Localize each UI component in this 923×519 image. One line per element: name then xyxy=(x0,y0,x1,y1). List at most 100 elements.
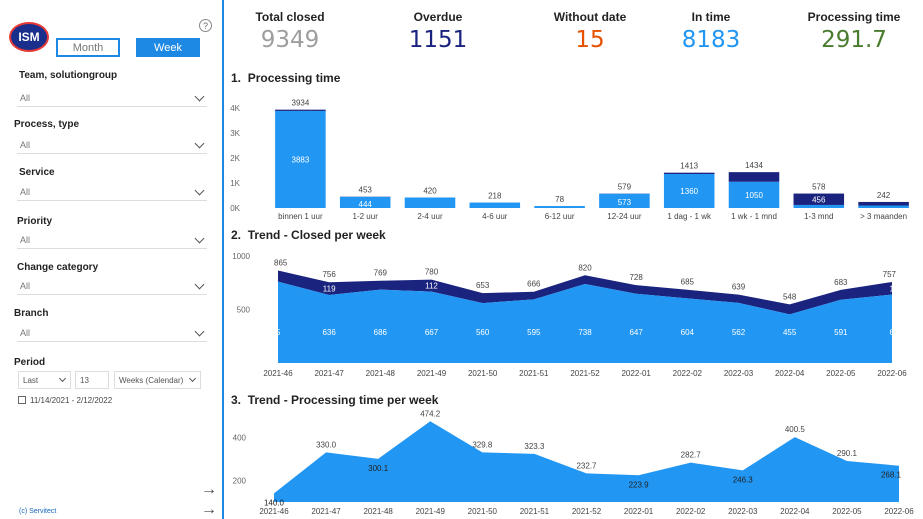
period-relative-select[interactable]: Last xyxy=(18,371,71,389)
area-value-label: 282.7 xyxy=(681,451,702,460)
kpi-value: 291.7 xyxy=(821,27,887,53)
service-dropdown[interactable]: All xyxy=(17,184,207,201)
kpi-label: Total closed xyxy=(255,10,325,24)
area-value-label: 323.3 xyxy=(524,442,545,451)
x-tick-label: > 3 maanden xyxy=(860,212,907,221)
bar-in-time xyxy=(469,202,521,208)
bar-in-time xyxy=(728,181,780,208)
kpi-value: 9349 xyxy=(260,27,320,53)
bar-in-time xyxy=(793,204,845,208)
x-tick-label: 2021-47 xyxy=(314,369,344,378)
period-count-value: 13 xyxy=(80,375,89,385)
bar-in-time xyxy=(599,193,650,208)
kpi-value: 8183 xyxy=(681,27,741,53)
area-inner-label: 562 xyxy=(732,328,746,337)
area-overdue-label: 1 xyxy=(890,284,895,293)
bar-in-time xyxy=(663,174,715,208)
x-tick-label: 2021-46 xyxy=(263,369,293,378)
y-tick-label: 1K xyxy=(230,179,240,188)
x-tick-label: 2021-48 xyxy=(366,369,396,378)
y-tick-label: 200 xyxy=(233,476,247,485)
change-category-dropdown-value: All xyxy=(20,281,31,291)
bar-in-time xyxy=(858,205,909,208)
bar-in-time xyxy=(534,206,585,208)
chevron-down-icon xyxy=(194,326,205,337)
period-count-input[interactable]: 13 xyxy=(75,371,109,389)
x-tick-label: 1 wk - 1 mnd xyxy=(731,212,777,221)
processing-time-bar-chart: 0K 1K 2K 3K 4K 3934 3883 binnen 1 uur 453 444 1-2 … xyxy=(230,99,909,221)
y-tick-label: 400 xyxy=(233,433,247,442)
area-value-label: 232.7 xyxy=(576,461,597,470)
x-tick-label: 1 dag - 1 wk xyxy=(667,212,712,221)
process-dropdown[interactable]: All xyxy=(17,137,207,154)
area-value-label: 140.0 xyxy=(264,498,285,507)
x-tick-label: 2022-03 xyxy=(728,507,758,516)
help-icon[interactable]: ? xyxy=(199,19,212,32)
area-value-label: 329.8 xyxy=(472,440,493,449)
kpi-label: Overdue xyxy=(413,10,463,24)
section-title-processing-trend-text: Trend - Processing time per week xyxy=(247,393,439,407)
x-tick-label: 4-6 uur xyxy=(482,212,508,221)
x-tick-label: 2022-06 xyxy=(884,507,914,516)
branch-dropdown-value: All xyxy=(20,328,31,338)
bar-inner-label: 1360 xyxy=(680,187,698,196)
bar-total-label: 1434 xyxy=(745,161,763,170)
area-total-label: 639 xyxy=(732,283,746,292)
sidebar-divider xyxy=(222,0,224,519)
area-inner-label: 636 xyxy=(322,328,336,337)
priority-dropdown[interactable]: All xyxy=(17,232,207,249)
kpi-total-closed: Total closed 9349 xyxy=(248,10,332,53)
area-processing-time xyxy=(274,421,899,502)
area-value-label: 300.1 xyxy=(368,464,389,473)
area-overdue xyxy=(278,270,892,315)
week-toggle-button[interactable]: Week xyxy=(136,38,200,57)
chevron-down-icon xyxy=(194,185,205,196)
area-total-label: 865 xyxy=(274,258,288,267)
period-unit-select[interactable]: Weeks (Calendar) xyxy=(114,371,201,389)
area-value-label: 400.5 xyxy=(785,425,806,434)
kpi-label: Without date xyxy=(553,10,627,24)
x-tick-label: 2022-02 xyxy=(676,507,706,516)
chevron-down-icon xyxy=(194,279,205,290)
change-category-dropdown[interactable]: All xyxy=(17,278,207,295)
area-inner-label: 686 xyxy=(374,328,388,337)
arrow-right-icon[interactable]: → xyxy=(201,501,217,518)
bar-total-label: 78 xyxy=(555,195,564,204)
x-tick-label: 2-4 uur xyxy=(417,212,443,221)
bar-overdue xyxy=(663,172,715,174)
team-dropdown[interactable]: All xyxy=(17,90,207,107)
bar-total-label: 242 xyxy=(877,191,891,200)
bar-overdue xyxy=(275,109,326,111)
bar-in-time xyxy=(339,196,391,208)
arrow-right-icon[interactable]: → xyxy=(201,481,217,498)
service-dropdown-value: All xyxy=(20,187,31,197)
bar-total-label: 218 xyxy=(488,192,502,201)
month-toggle-button[interactable]: Month xyxy=(56,38,120,57)
area-overdue-label: 119 xyxy=(323,285,336,294)
area-total-label: 683 xyxy=(834,278,848,287)
area-value-label: 223.9 xyxy=(629,480,650,489)
area-inner-label: 595 xyxy=(527,328,541,337)
area-inner-label: 560 xyxy=(476,328,490,337)
x-tick-label: 2022-05 xyxy=(826,369,856,378)
x-tick-label: 1-2 uur xyxy=(353,212,379,221)
y-tick-label: 4K xyxy=(230,104,240,113)
filter-label-process: Process, type xyxy=(14,119,80,130)
area-inner-label: 738 xyxy=(578,328,592,337)
branch-dropdown[interactable]: All xyxy=(17,325,207,342)
x-tick-label: 2021-51 xyxy=(519,369,549,378)
area-value-label: 246.3 xyxy=(733,475,754,484)
kpi-without-date: Without date 15 xyxy=(541,10,639,53)
x-tick-label: 2022-06 xyxy=(877,369,907,378)
x-tick-label: 2021-52 xyxy=(572,507,602,516)
bar-inner-label: 444 xyxy=(359,200,373,209)
area-total-label: 820 xyxy=(578,263,592,272)
bar-overdue xyxy=(728,172,780,182)
bar-inner-label: 3883 xyxy=(292,155,310,164)
period-date-range: 11/14/2021 - 2/12/2022 xyxy=(18,396,112,405)
bar-total-label: 453 xyxy=(359,186,373,195)
section-title-closed-trend: 2. Trend - Closed per week xyxy=(231,228,386,242)
section-title-processing-text: Processing time xyxy=(247,71,341,85)
x-tick-label: 6-12 uur xyxy=(545,212,575,221)
